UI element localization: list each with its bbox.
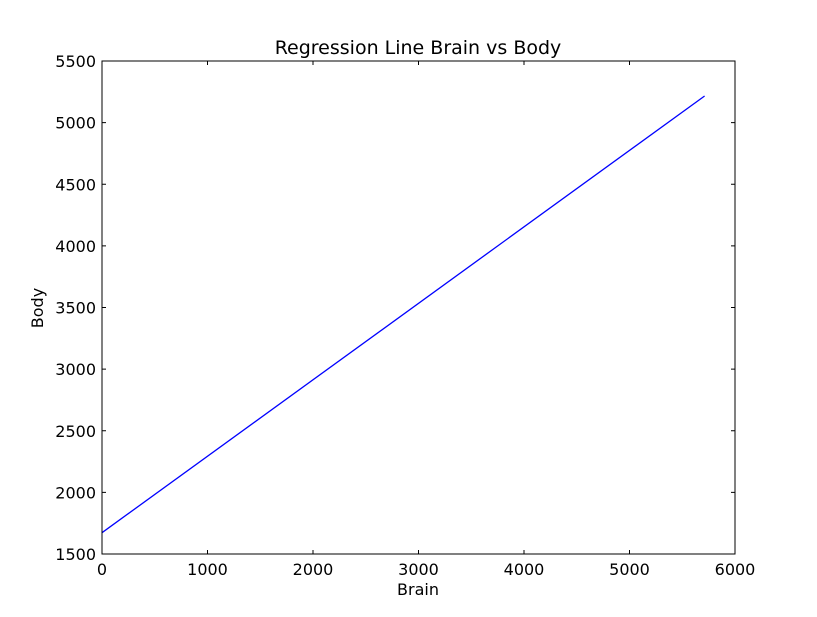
x-tick-label: 2000 [293,560,334,579]
plot-area [101,95,705,534]
x-axis-label: Brain [397,580,439,599]
y-tick-label: 1500 [55,545,96,564]
y-tick-label: 3500 [55,299,96,318]
x-tick-label: 4000 [504,560,545,579]
y-tick-label: 4500 [55,175,96,194]
y-tick-label: 2500 [55,422,96,441]
axis-ticks: 0 1000 2000 3000 4000 5000 6000 1500 2000 2500 300… [55,52,755,579]
y-tick-label: 4000 [55,237,96,256]
x-tick-label: 5000 [609,560,650,579]
y-axis-label: Body [28,288,47,328]
y-tick-label: 3000 [55,360,96,379]
chart-title: Regression Line Brain vs Body [275,37,562,59]
y-tick-label: 5000 [55,114,96,133]
x-tick-label: 1000 [187,560,228,579]
x-tick-label: 0 [97,560,107,579]
x-tick-label: 3000 [398,560,439,579]
regression-line [101,95,705,534]
y-tick-label: 2000 [55,483,96,502]
y-tick-label: 5500 [55,52,96,71]
plot-frame [101,60,736,555]
x-tick-label: 6000 [715,560,756,579]
